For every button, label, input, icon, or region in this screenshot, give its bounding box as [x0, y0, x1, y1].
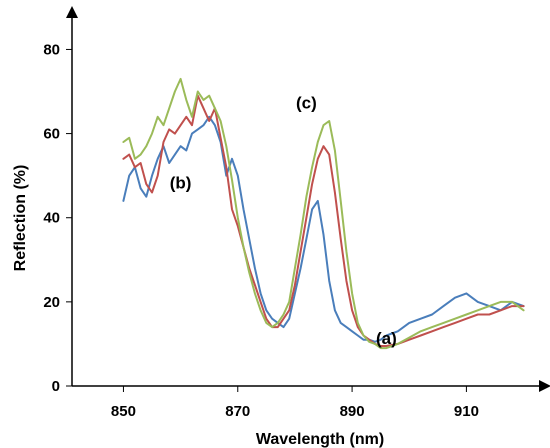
annotations: (a) (b) (c)	[170, 93, 397, 348]
y-tick-label: 40	[43, 210, 60, 227]
y-tick-label: 20	[43, 294, 60, 311]
x-tick-label: 850	[111, 403, 136, 420]
series-line-2	[122, 94, 525, 347]
series-line-3	[122, 77, 525, 350]
axes	[66, 6, 550, 392]
x-tick-label: 870	[225, 403, 250, 420]
y-axis-title: Reflection (%)	[12, 165, 29, 272]
x-tick-label: 910	[454, 403, 479, 420]
x-tick-label: 890	[340, 403, 365, 420]
annotation-label: (a)	[376, 329, 397, 348]
y-tick-label: 60	[43, 126, 60, 143]
ticks: 850 870 890 910 0 20 40 60 80	[43, 41, 479, 420]
annotation-label: (c)	[296, 93, 317, 112]
series-layer	[122, 77, 525, 350]
annotation-label: (b)	[170, 173, 192, 192]
y-tick-label: 0	[52, 378, 60, 395]
y-tick-label: 80	[43, 41, 60, 58]
series-line-1	[122, 115, 525, 343]
x-axis-title: Wavelength (nm)	[256, 431, 384, 448]
